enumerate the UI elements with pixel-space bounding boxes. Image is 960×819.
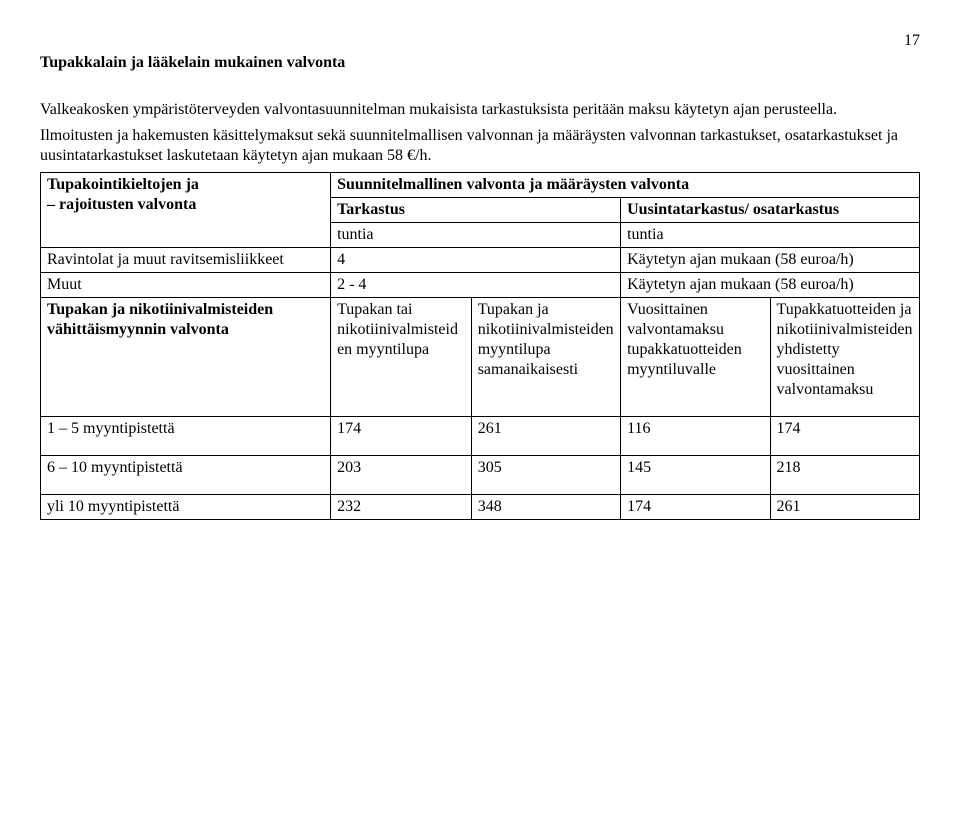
cell: 116 [621, 417, 770, 442]
cell: 174 [621, 495, 770, 520]
cell: 1 – 5 myyntipistettä [41, 417, 331, 442]
cell: 232 [331, 495, 472, 520]
cell: 261 [471, 417, 620, 442]
page-title: Tupakkalain ja lääkelain mukainen valvon… [40, 54, 920, 72]
table-row: 1 – 5 myyntipistettä 174 261 116 174 [41, 417, 920, 442]
cell: 218 [770, 456, 919, 481]
cell: Vuosittainen valvontamaksu tupakkatuotte… [621, 298, 770, 403]
page-number: 17 [40, 32, 920, 50]
cell: yli 10 myyntipistettä [41, 495, 331, 520]
cell: Ravintolat ja muut ravitsemisliikkeet [41, 248, 331, 273]
header-left: Tupakointikieltojen ja – rajoitusten val… [41, 173, 331, 248]
header-left-line1: Tupakointikieltojen ja [47, 176, 199, 193]
cell: 203 [331, 456, 472, 481]
supervision-table: Tupakointikieltojen ja – rajoitusten val… [40, 172, 920, 520]
table-row: Tupakan ja nikotiinivalmisteiden vähittä… [41, 298, 920, 403]
cell: Muut [41, 273, 331, 298]
header-uusinta: Uusintatarkastus/ osatarkastus [621, 198, 920, 223]
table-row: Tupakointikieltojen ja – rajoitusten val… [41, 173, 920, 198]
header-tarkastus: Tarkastus [331, 198, 621, 223]
table-row [41, 441, 920, 456]
cell: 2 - 4 [331, 273, 621, 298]
table-row: Ravintolat ja muut ravitsemisliikkeet 4 … [41, 248, 920, 273]
cell: 348 [471, 495, 620, 520]
cell: 4 [331, 248, 621, 273]
cell: 174 [770, 417, 919, 442]
cell: 261 [770, 495, 919, 520]
table-row [41, 480, 920, 495]
header-tuntia-2: tuntia [621, 223, 920, 248]
cell: Tupakan ja nikotiinivalmisteiden vähittä… [41, 298, 331, 403]
cell: 305 [471, 456, 620, 481]
cell: 174 [331, 417, 472, 442]
cell: Tupakan tai nikotiinivalmisteiden myynti… [331, 298, 472, 403]
cell: Käytetyn ajan mukaan (58 euroa/h) [621, 273, 920, 298]
cell: Tupakan ja nikotiinivalmisteiden myyntil… [471, 298, 620, 403]
cell: Tupakkatuotteiden ja nikotiinivalmisteid… [770, 298, 919, 403]
paragraph-1: Valkeakosken ympäristöterveyden valvonta… [40, 100, 920, 120]
header-right: Suunnitelmallinen valvonta ja määräysten… [331, 173, 920, 198]
header-left-line2: – rajoitusten valvonta [47, 196, 196, 213]
table-row: yli 10 myyntipistettä 232 348 174 261 [41, 495, 920, 520]
cell: 145 [621, 456, 770, 481]
cell: Käytetyn ajan mukaan (58 euroa/h) [621, 248, 920, 273]
table-row [41, 402, 920, 417]
table-row: Muut 2 - 4 Käytetyn ajan mukaan (58 euro… [41, 273, 920, 298]
table-row: 6 – 10 myyntipistettä 203 305 145 218 [41, 456, 920, 481]
cell: 6 – 10 myyntipistettä [41, 456, 331, 481]
paragraph-2: Ilmoitusten ja hakemusten käsittelymaksu… [40, 126, 920, 166]
header-tuntia-1: tuntia [331, 223, 621, 248]
